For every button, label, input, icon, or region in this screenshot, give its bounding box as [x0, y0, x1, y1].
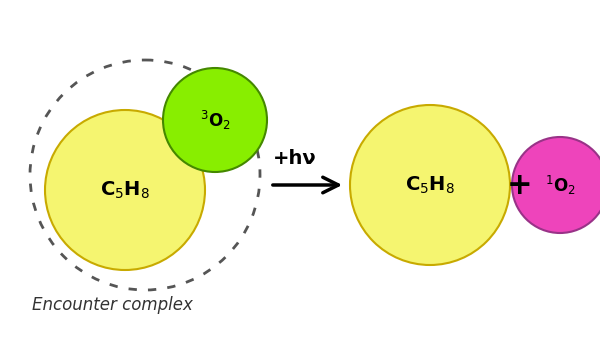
- Circle shape: [350, 105, 510, 265]
- Text: Encounter complex: Encounter complex: [32, 296, 193, 314]
- Text: $^3$O$_2$: $^3$O$_2$: [200, 108, 230, 131]
- Circle shape: [512, 137, 600, 233]
- Text: C$_5$H$_8$: C$_5$H$_8$: [100, 179, 150, 201]
- Circle shape: [45, 110, 205, 270]
- Text: C$_5$H$_8$: C$_5$H$_8$: [405, 174, 455, 195]
- Text: +: +: [507, 171, 533, 199]
- Text: $^1$O$_2$: $^1$O$_2$: [545, 174, 575, 197]
- Text: +hν: +hν: [273, 148, 317, 167]
- Circle shape: [163, 68, 267, 172]
